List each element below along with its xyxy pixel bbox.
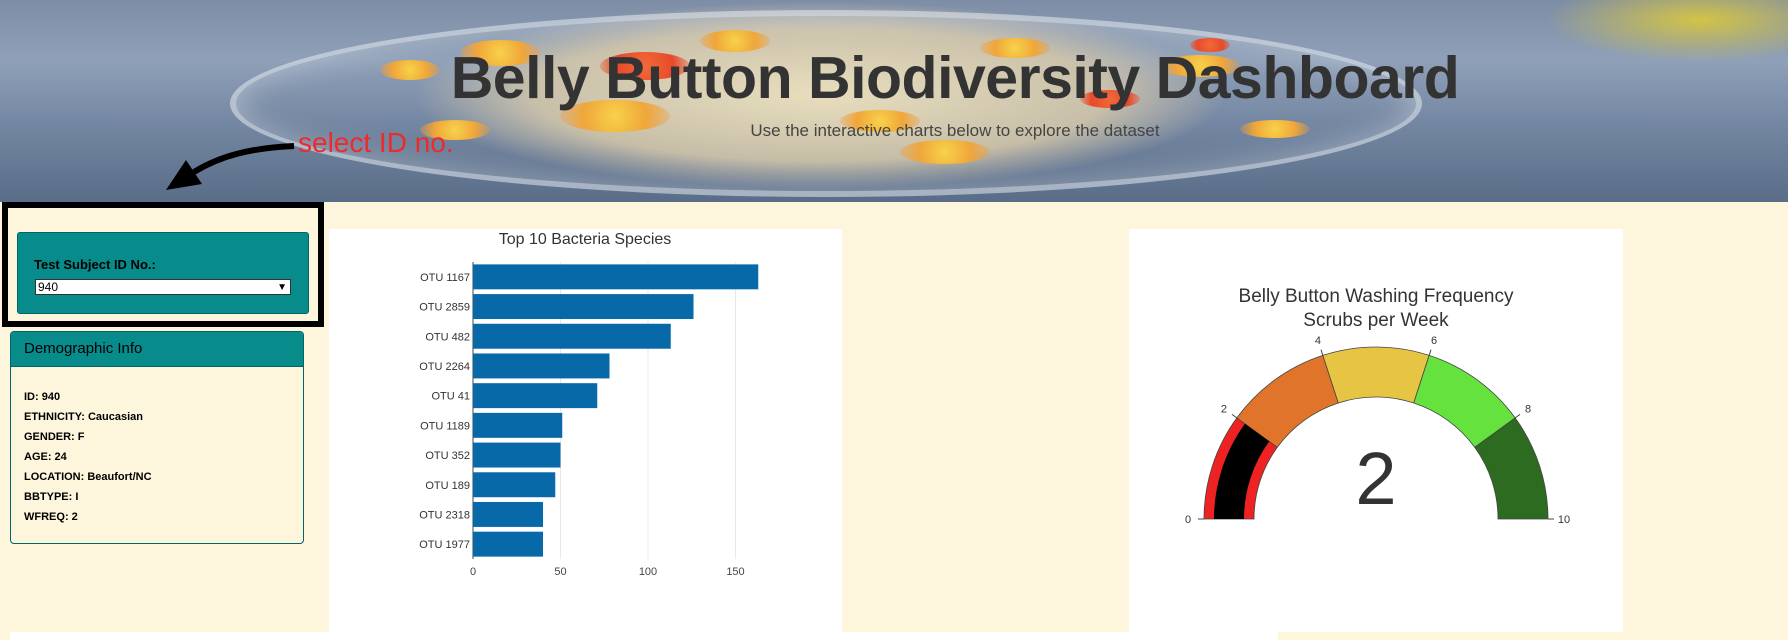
demographic-row: GENDER: F [24,431,85,443]
gauge-title: Belly Button Washing Frequency [1239,286,1514,307]
x-tick-label: 100 [639,566,657,578]
x-tick-label: 0 [470,566,476,578]
demographic-row: ID: 940 [24,391,61,403]
gauge-chart-card: Belly Button Washing Frequency Scrubs per… [1129,229,1623,632]
demographic-info-panel: Demographic Info ID: 940 ETHNICITY: Cauc… [10,331,304,544]
gauge-subtitle: Scrubs per Week [1303,310,1449,331]
bar [473,472,556,498]
gauge-step [1474,417,1549,520]
y-tick-label: OTU 2318 [419,509,470,521]
x-tick-label: 150 [726,566,744,578]
bar [473,531,543,557]
y-tick-label: OTU 1189 [420,420,470,432]
x-tick-label: 50 [554,566,566,578]
y-tick-label: OTU 41 [431,391,470,403]
demographic-info-heading: Demographic Info [11,332,303,367]
gauge-tick-label: 10 [1558,514,1570,526]
bar-chart-title: Top 10 Bacteria Species [499,231,672,248]
bar [473,412,563,438]
y-tick-label: OTU 2264 [419,361,470,373]
page-subtitle: Use the interactive charts below to expl… [750,121,1160,140]
header-jumbotron: Belly Button Biodiversity Dashboard Use … [0,0,1788,202]
select-id-annotation: select ID no. [298,127,454,158]
selector-highlight-frame: Test Subject ID No.: 940 ▼ [2,202,324,327]
gauge-step [1322,346,1430,404]
bar [473,294,694,320]
gauge-tick [1231,413,1238,419]
y-tick-label: OTU 2859 [419,302,470,314]
demographic-row: ETHNICITY: Caucasian [24,411,143,423]
y-tick-label: OTU 352 [425,450,470,462]
bar [473,323,671,349]
bar [473,501,543,527]
wash-frequency-gauge[interactable]: Belly Button Washing Frequency Scrubs per… [1129,229,1623,632]
bar [473,383,598,409]
gauge-tick-label: 2 [1221,403,1227,415]
bubble-chart-card-edge [10,632,1278,640]
gauge-tick [1320,349,1324,356]
y-tick-label: OTU 1977 [419,539,470,551]
page-title: Belly Button Biodiversity Dashboard [450,45,1460,111]
bar-chart-card: Top 10 Bacteria Species 0 50 100 150 OTU 1167… [329,229,842,632]
gauge-tick [1514,413,1521,419]
subject-id-selected-value: 940 [38,280,59,294]
y-tick-label: OTU 482 [425,331,470,343]
bar [473,353,610,379]
gauge-tick-label: 6 [1431,335,1437,347]
annotation-arrow-icon [166,143,295,190]
demographic-row: WFREQ: 2 [24,511,78,523]
selector-label: Test Subject ID No.: [34,257,156,272]
bar [473,442,561,468]
gauge-value-bar [1214,423,1270,519]
gauge-tick-label: 8 [1525,403,1531,415]
selector-panel: Test Subject ID No.: 940 ▼ [17,232,309,314]
chevron-down-icon: ▼ [277,282,287,293]
demographic-info-body: ID: 940 ETHNICITY: Caucasian GENDER: F A… [11,367,303,527]
bar [473,264,759,290]
y-tick-label: OTU 189 [425,480,470,492]
gauge-tick-label: 4 [1315,335,1321,347]
top10-bar-chart[interactable]: Top 10 Bacteria Species 0 50 100 150 OTU 1167… [329,229,842,632]
gauge-tick-label: 0 [1185,514,1191,526]
petri-dish-image [230,10,1422,197]
demographic-row: BBTYPE: I [24,491,79,503]
demographic-row: LOCATION: Beaufort/NC [24,471,152,483]
subject-id-select[interactable]: 940 ▼ [35,279,291,295]
demographic-row: AGE: 24 [24,451,67,463]
gauge-value-label: 2 [1355,437,1396,520]
y-tick-label: OTU 1167 [420,272,470,284]
gauge-tick [1428,349,1432,356]
